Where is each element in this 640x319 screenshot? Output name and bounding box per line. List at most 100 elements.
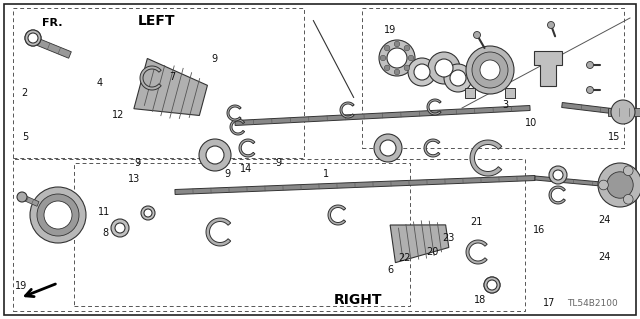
Bar (13, 160, 525, 311)
Text: 23: 23 (442, 233, 454, 243)
Text: 21: 21 (470, 217, 483, 227)
Circle shape (598, 163, 640, 207)
Polygon shape (427, 99, 441, 115)
Bar (13, 8, 304, 158)
Circle shape (384, 45, 390, 51)
Circle shape (404, 65, 410, 71)
Polygon shape (206, 218, 231, 246)
Text: 9: 9 (211, 54, 218, 64)
Text: TL54B2100: TL54B2100 (567, 299, 618, 308)
Polygon shape (534, 50, 562, 85)
Circle shape (549, 166, 567, 184)
Circle shape (474, 32, 481, 39)
Polygon shape (340, 102, 354, 118)
Circle shape (484, 277, 500, 293)
Circle shape (144, 209, 152, 217)
Circle shape (435, 59, 453, 77)
Text: 9: 9 (224, 169, 230, 179)
Circle shape (611, 100, 635, 124)
Text: RIGHT: RIGHT (334, 293, 383, 307)
Polygon shape (140, 66, 161, 90)
Polygon shape (328, 205, 346, 225)
Bar (362, 8, 624, 148)
Circle shape (379, 40, 415, 76)
Text: FR.: FR. (42, 18, 62, 28)
Polygon shape (549, 186, 565, 204)
Polygon shape (230, 119, 244, 135)
Text: 24: 24 (598, 215, 611, 225)
Circle shape (44, 201, 72, 229)
Text: 19: 19 (384, 25, 397, 35)
Text: 4: 4 (96, 78, 102, 88)
Text: 10: 10 (525, 118, 538, 128)
Bar (465, 88, 475, 98)
Circle shape (586, 86, 593, 93)
Circle shape (26, 31, 40, 45)
Text: LEFT: LEFT (138, 14, 175, 28)
Polygon shape (239, 139, 255, 157)
Polygon shape (535, 176, 612, 187)
Circle shape (115, 223, 125, 233)
Circle shape (17, 192, 27, 202)
Circle shape (29, 34, 37, 42)
Text: 14: 14 (240, 164, 253, 174)
Circle shape (484, 277, 500, 293)
Text: 11: 11 (97, 207, 110, 217)
Circle shape (428, 52, 460, 84)
Circle shape (25, 30, 41, 46)
Text: 12: 12 (112, 110, 125, 120)
Circle shape (408, 58, 436, 86)
Circle shape (408, 55, 414, 61)
Circle shape (394, 41, 400, 47)
Circle shape (586, 62, 593, 69)
Polygon shape (424, 139, 440, 157)
Circle shape (547, 21, 554, 28)
Polygon shape (562, 102, 620, 115)
Circle shape (414, 64, 430, 80)
Text: 13: 13 (128, 174, 141, 184)
Text: 15: 15 (608, 132, 621, 142)
Text: 3: 3 (502, 100, 509, 110)
Circle shape (487, 280, 497, 290)
Polygon shape (466, 240, 487, 264)
Polygon shape (36, 39, 71, 58)
Circle shape (404, 45, 410, 51)
Circle shape (30, 187, 86, 243)
Circle shape (206, 146, 224, 164)
Text: 6: 6 (387, 264, 394, 275)
Circle shape (444, 64, 472, 92)
Circle shape (623, 166, 633, 175)
Circle shape (28, 33, 38, 43)
Circle shape (553, 170, 563, 180)
Circle shape (141, 206, 155, 220)
Circle shape (25, 30, 41, 46)
Circle shape (380, 55, 386, 61)
Polygon shape (390, 225, 449, 263)
Polygon shape (134, 58, 207, 115)
Circle shape (607, 172, 633, 198)
Polygon shape (175, 175, 535, 195)
Text: 9: 9 (134, 158, 141, 168)
Text: 5: 5 (22, 132, 29, 142)
Polygon shape (21, 195, 39, 206)
Text: 9: 9 (275, 158, 282, 168)
Text: 20: 20 (426, 247, 438, 257)
Circle shape (384, 65, 390, 71)
Text: 1: 1 (323, 169, 330, 179)
Text: 24: 24 (598, 252, 611, 262)
Text: 16: 16 (533, 225, 546, 235)
Polygon shape (470, 140, 502, 176)
Circle shape (380, 140, 396, 156)
Circle shape (199, 139, 231, 171)
Circle shape (598, 180, 609, 190)
Circle shape (37, 194, 79, 236)
Text: 17: 17 (543, 298, 556, 308)
Polygon shape (235, 106, 530, 125)
Text: 7: 7 (170, 71, 176, 82)
Circle shape (466, 46, 514, 94)
Text: 8: 8 (102, 228, 109, 238)
Circle shape (472, 52, 508, 88)
Circle shape (387, 48, 407, 68)
Circle shape (374, 134, 402, 162)
Circle shape (623, 195, 633, 204)
